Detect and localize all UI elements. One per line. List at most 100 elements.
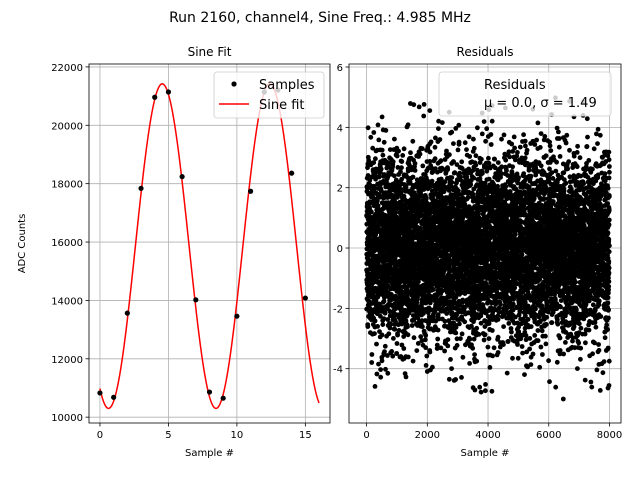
residual-point [420,163,426,169]
residual-point [504,168,509,174]
residual-point [385,370,391,376]
residual-point [371,130,377,135]
residual-point [438,345,444,351]
sample-point [302,295,308,301]
residual-point [495,183,500,189]
residual-point [394,153,400,159]
residual-point [465,195,471,201]
residual-point [479,156,484,162]
residual-point [382,349,387,354]
legend: Samples Sine fit [213,71,325,119]
residual-point [387,147,393,153]
x-axis-label: Sample # [460,448,509,459]
residual-point [488,132,494,137]
residual-point [412,161,418,166]
residual-point [506,321,512,326]
x-axis-label: Sample # [185,448,234,459]
residual-point [396,148,401,154]
x-tick-label: 5 [165,430,171,441]
residual-point [483,382,488,387]
legend-label-samples: Samples [259,78,315,93]
y-tick-label: 22000 [51,63,83,74]
residual-point [381,316,387,322]
residual-point [383,127,389,133]
residual-point [445,167,451,172]
residual-point [495,317,501,322]
residual-point [392,326,398,332]
residual-point [373,299,379,304]
residual-points [364,95,612,402]
residual-point [467,154,473,159]
residual-point [473,162,479,168]
x-tick-label: 10 [231,430,244,441]
residual-point [381,298,387,304]
residual-point [458,336,463,341]
residual-point [372,331,377,336]
residual-point [503,157,509,163]
residual-point [365,173,371,178]
residual-point [422,337,428,343]
residual-point [369,209,374,215]
residual-point [510,355,515,361]
x-tick-label: 8000 [597,430,622,441]
residual-point [453,330,459,336]
sample-point [152,94,158,100]
residual-point [495,160,501,166]
residual-point [457,321,462,327]
residual-point [486,155,491,161]
residual-point [476,332,482,337]
residual-point [474,325,480,331]
residual-point [459,375,464,380]
residual-point [489,118,495,124]
residual-point [376,361,381,367]
residual-point [379,147,385,153]
residual-point [379,358,385,364]
residual-point [394,351,400,356]
y-tick-label: 0 [337,244,343,255]
residual-point [456,139,462,145]
residual-point [423,363,429,368]
residual-point [419,146,425,152]
y-tick-label: 12000 [51,355,83,366]
sine-fit-line [99,83,320,410]
residuals-axes: 0 2000 4000 6000 8000-4-20246ResidualsSample… [333,45,622,459]
residual-point [484,126,490,132]
residual-point [398,305,404,311]
residual-point [365,125,371,131]
residual-point [470,192,476,197]
sample-point [97,390,103,396]
x-tick-label: 4000 [475,430,500,441]
residual-point [375,294,381,300]
residual-point [483,388,488,394]
residual-point [375,324,380,329]
y-tick-label: -4 [333,365,343,376]
residual-point [455,147,461,153]
y-axis-label: ADC Counts [17,214,28,274]
residual-point [454,343,460,348]
residual-point [430,364,435,370]
residual-point [389,292,394,298]
residual-point [449,180,455,185]
residual-point [380,152,386,158]
residual-point [376,174,382,179]
y-tick-label: 14000 [51,296,83,307]
residual-point [379,114,385,120]
residual-point [369,352,375,357]
sample-point [138,185,144,191]
sample-point [220,395,226,401]
residual-point [411,335,417,341]
residual-point [371,160,377,166]
legend-label-fit: Sine fit [259,98,305,113]
residual-point [394,341,400,346]
residual-point [390,353,396,359]
residual-point [387,309,393,314]
residual-point [510,164,515,170]
residual-point [376,137,382,143]
residual-point [459,159,465,165]
residual-point [391,173,397,179]
residual-point [438,158,444,164]
residual-point [456,122,462,128]
residual-point [479,131,485,137]
residual-point [499,136,504,142]
residual-point [486,336,492,341]
